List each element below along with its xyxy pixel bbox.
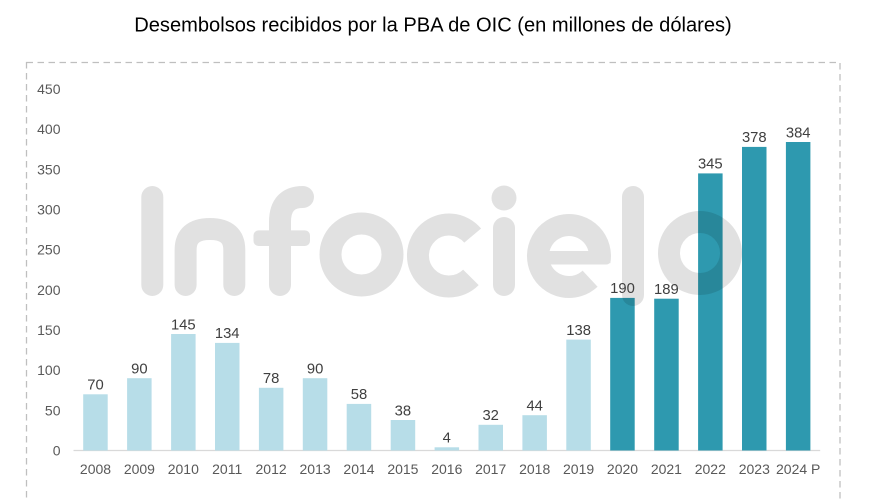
svg-text:70: 70 [87,378,103,394]
svg-text:Desembolsos recibidos por la P: Desembolsos recibidos por la PBA de OIC … [134,15,732,37]
svg-text:450: 450 [37,81,61,97]
svg-text:200: 200 [37,282,61,298]
svg-text:38: 38 [395,403,411,419]
svg-text:2008: 2008 [80,461,111,477]
svg-text:2009: 2009 [124,461,155,477]
svg-text:190: 190 [610,281,635,297]
svg-text:300: 300 [37,202,61,218]
svg-text:2022: 2022 [695,461,726,477]
svg-text:50: 50 [45,402,61,418]
svg-text:90: 90 [307,362,323,378]
svg-text:2023: 2023 [739,461,770,477]
svg-text:2015: 2015 [387,461,418,477]
svg-text:100: 100 [37,362,61,378]
svg-text:2021: 2021 [651,461,682,477]
svg-text:250: 250 [37,242,61,258]
svg-text:2016: 2016 [431,461,462,477]
svg-text:78: 78 [263,371,279,387]
svg-text:2018: 2018 [519,461,550,477]
svg-text:90: 90 [131,362,147,378]
svg-text:2014: 2014 [343,461,374,477]
svg-text:44: 44 [526,399,542,415]
svg-text:400: 400 [37,121,61,137]
svg-text:2020: 2020 [607,461,638,477]
svg-text:58: 58 [351,387,367,403]
svg-text:2012: 2012 [256,461,287,477]
svg-text:2019: 2019 [563,461,594,477]
svg-text:4: 4 [443,431,451,447]
svg-text:384: 384 [786,125,811,141]
svg-text:350: 350 [37,161,61,177]
svg-text:2024 P: 2024 P [776,461,820,477]
svg-text:145: 145 [171,317,196,333]
svg-text:2011: 2011 [212,461,242,477]
svg-text:150: 150 [37,322,61,338]
svg-text:2013: 2013 [300,461,331,477]
svg-text:2010: 2010 [168,461,199,477]
svg-text:0: 0 [53,443,61,459]
svg-text:138: 138 [566,323,591,339]
svg-text:345: 345 [698,157,723,173]
svg-text:378: 378 [742,130,767,146]
svg-text:32: 32 [482,408,498,424]
svg-text:189: 189 [654,282,679,298]
svg-text:134: 134 [215,326,240,342]
svg-text:2017: 2017 [475,461,506,477]
